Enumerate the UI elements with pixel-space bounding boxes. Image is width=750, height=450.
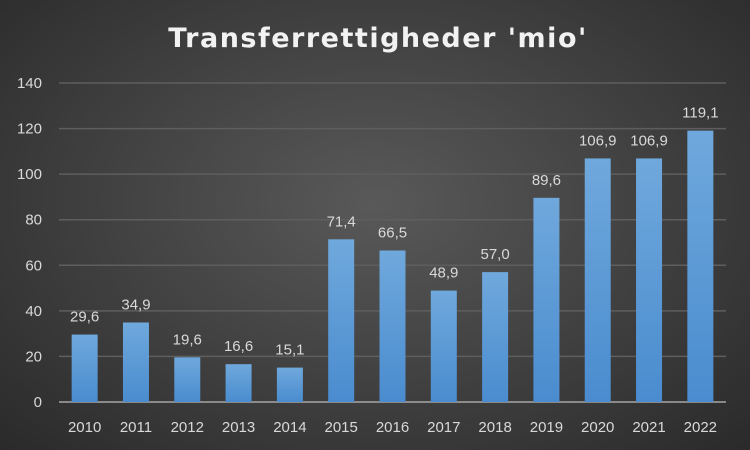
x-tick-label: 2017 [427, 419, 460, 436]
x-tick-label: 2020 [581, 419, 614, 436]
bar [687, 130, 714, 403]
bar [430, 290, 457, 402]
data-label: 19,6 [173, 331, 202, 348]
x-tick-label: 2018 [478, 419, 511, 436]
data-label: 71,4 [327, 213, 356, 230]
x-tick-label: 2010 [68, 419, 101, 436]
x-tick-label: 2012 [171, 419, 204, 436]
bar [174, 357, 201, 402]
bar [636, 158, 663, 402]
bar [71, 334, 98, 402]
x-tick-label: 2019 [530, 419, 563, 436]
y-tick-label: 60 [25, 257, 42, 274]
bar [379, 250, 406, 402]
y-tick-label: 0 [34, 394, 42, 411]
data-label: 57,0 [481, 246, 510, 263]
y-tick-label: 140 [17, 75, 42, 92]
bar [276, 367, 303, 402]
y-tick-label: 20 [25, 348, 42, 365]
x-tick-label: 2015 [325, 419, 358, 436]
bar [482, 272, 509, 402]
data-label: 119,1 [682, 105, 718, 122]
chart-title: Transferrettigheder 'mio' [168, 23, 588, 54]
bar [225, 364, 252, 402]
data-label: 106,9 [579, 132, 617, 149]
x-tick-label: 2016 [376, 419, 409, 436]
bar [533, 197, 560, 402]
data-label: 89,6 [532, 172, 561, 189]
y-tick-label: 40 [25, 303, 42, 320]
x-tick-label: 2014 [273, 419, 306, 436]
y-tick-label: 100 [17, 166, 42, 183]
x-tick-label: 2011 [120, 419, 152, 436]
data-label: 16,6 [224, 338, 253, 355]
bar [328, 239, 355, 402]
data-label: 29,6 [70, 309, 99, 326]
x-tick-label: 2021 [632, 419, 665, 436]
data-label: 15,1 [275, 342, 304, 359]
y-tick-label: 120 [17, 121, 42, 138]
data-label: 66,5 [378, 224, 407, 241]
data-label: 34,9 [121, 296, 150, 313]
bar [122, 322, 149, 402]
x-tick-label: 2022 [684, 419, 717, 436]
x-tick-label: 2013 [222, 419, 255, 436]
bar [584, 158, 611, 402]
data-label: 48,9 [429, 265, 458, 282]
y-tick-label: 80 [25, 212, 42, 229]
data-label: 106,9 [630, 132, 668, 149]
